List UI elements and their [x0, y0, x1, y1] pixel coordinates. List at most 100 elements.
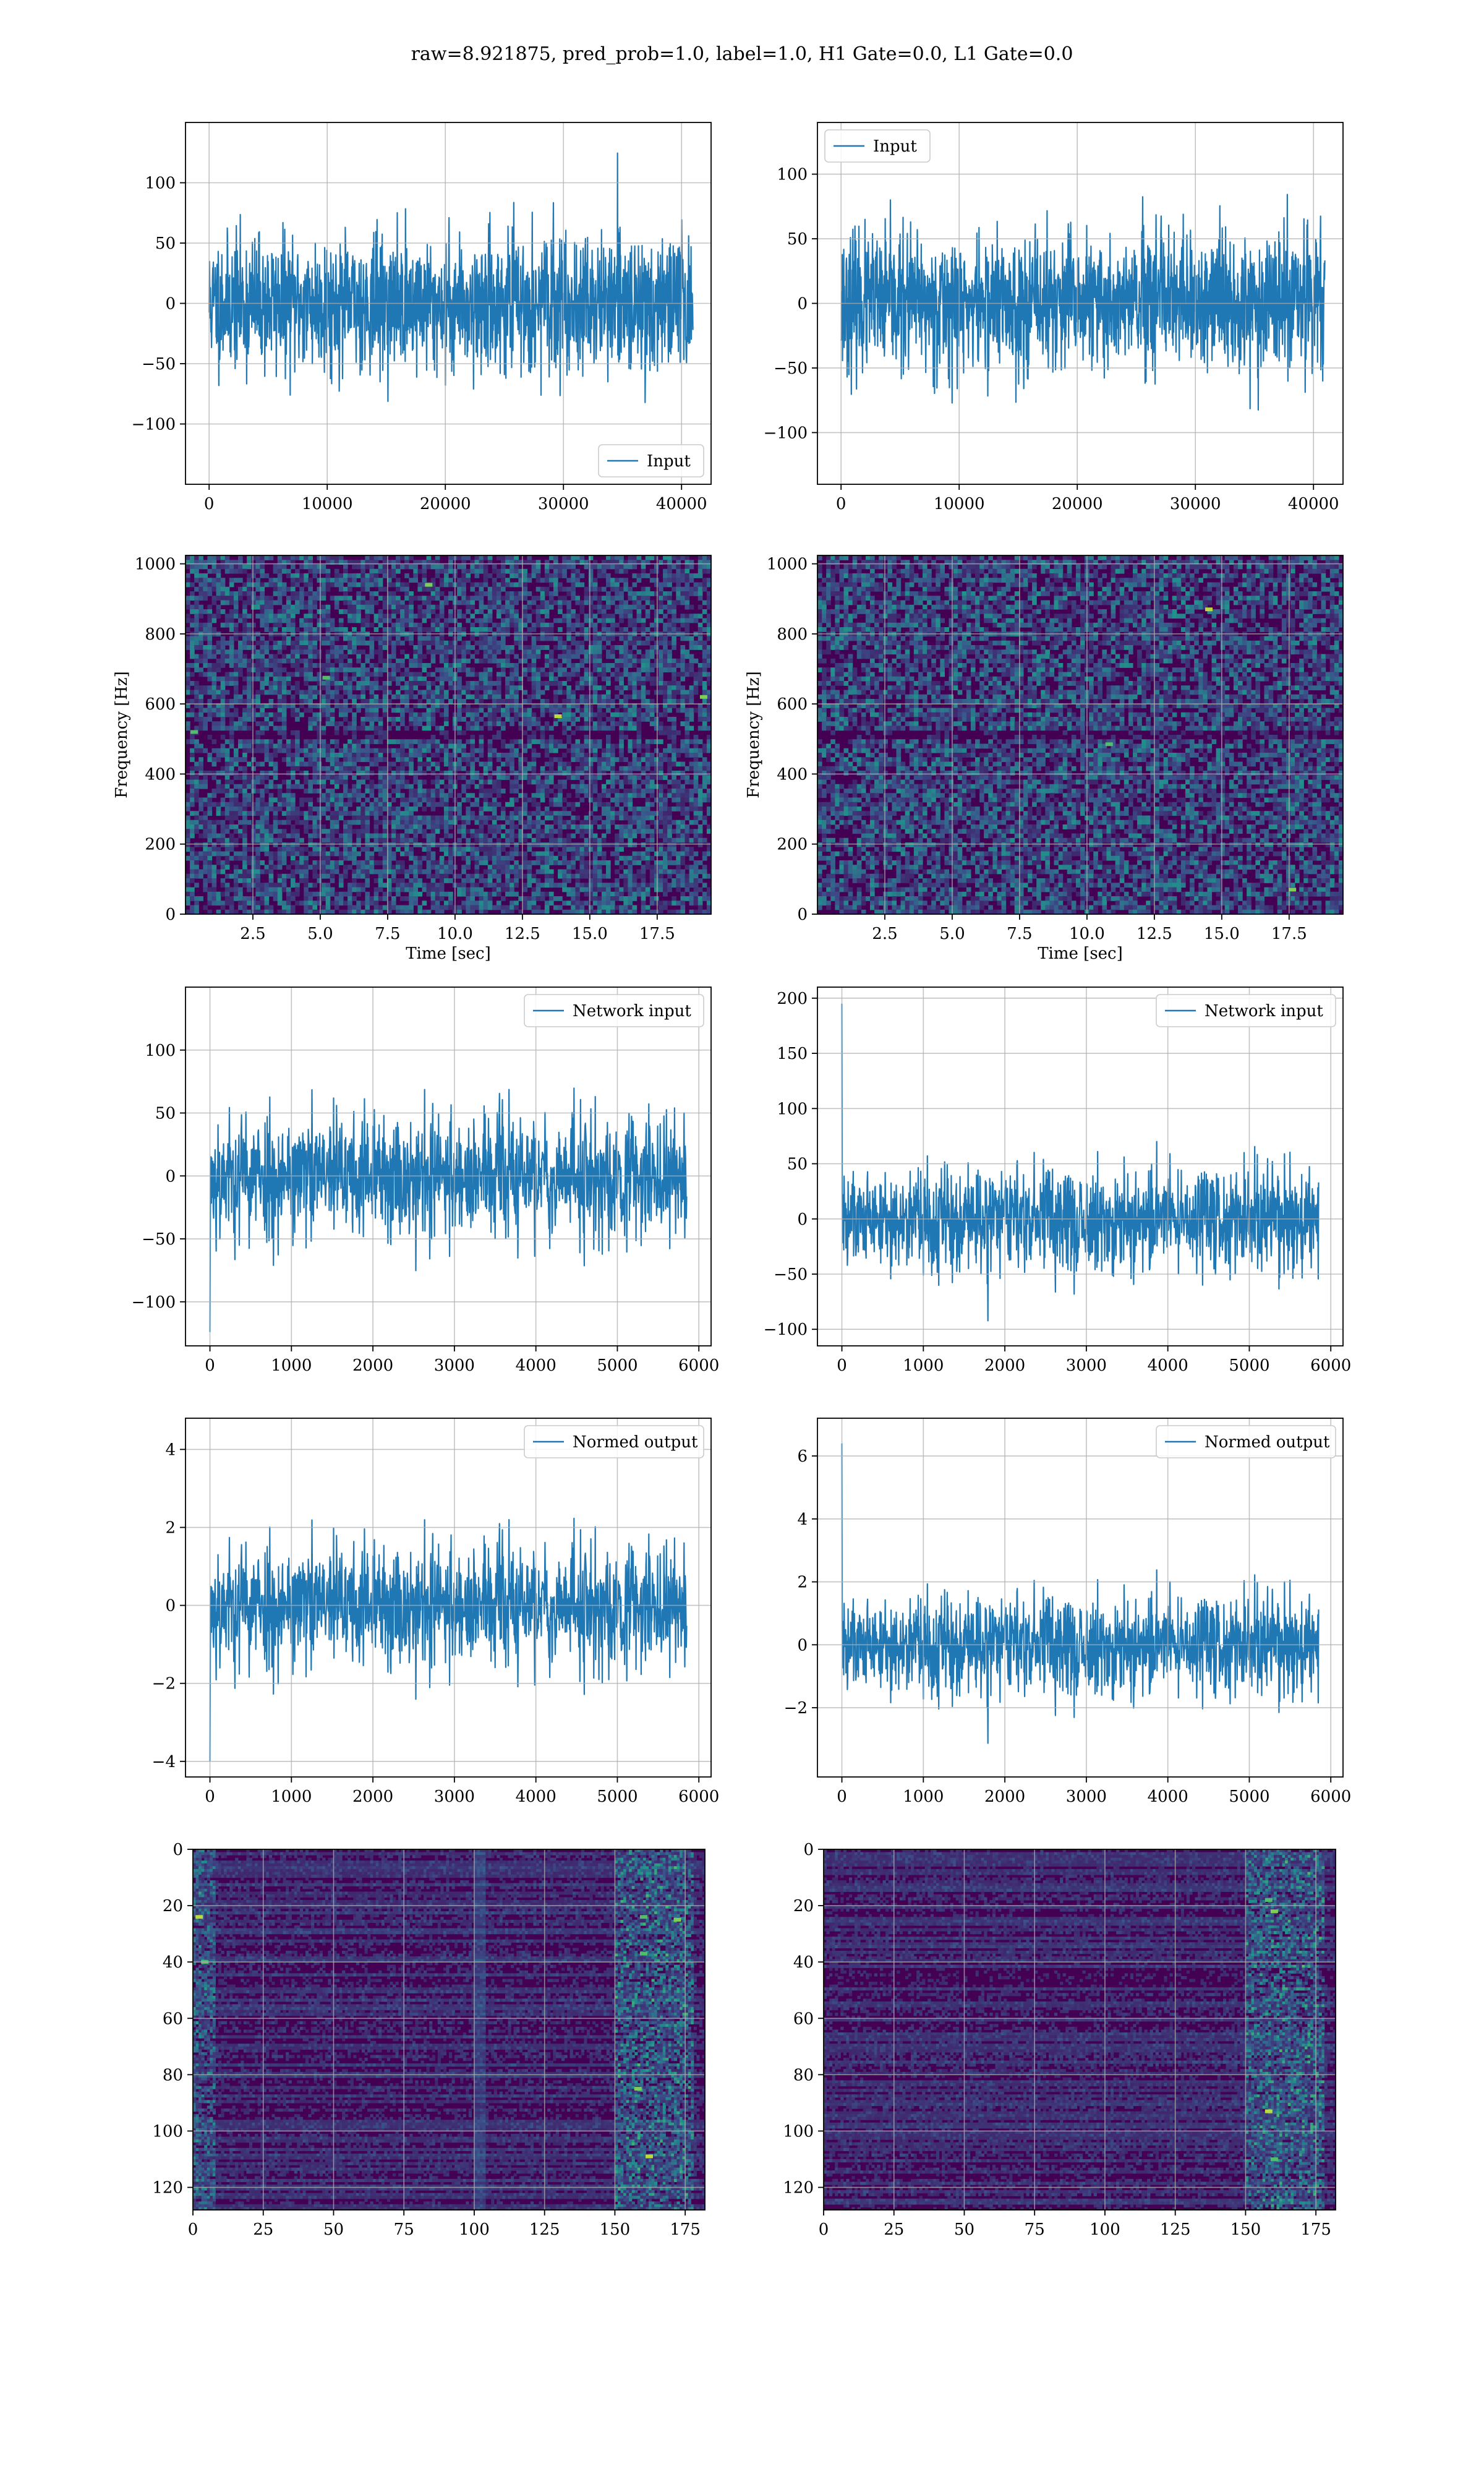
h1-spectrogram-cell — [308, 601, 313, 606]
h1-spectrogram-cell — [694, 591, 699, 596]
h1-spectrogram-cell — [637, 721, 642, 726]
h1-spectrogram-cell — [475, 569, 480, 574]
h1-spectrogram-cell — [216, 713, 221, 717]
h1-spectrogram-cell — [348, 587, 352, 592]
h1-spectrogram-cell — [522, 708, 527, 713]
h1-spectrogram-cell — [396, 667, 401, 672]
h1-spectrogram-cell — [685, 735, 690, 740]
h1-spectrogram-cell — [356, 583, 361, 588]
h1-spectrogram-cell — [383, 735, 388, 740]
h1-spectrogram-cell — [470, 627, 475, 632]
h1-spectrogram-cell — [282, 735, 287, 740]
h1-spectrogram-cell — [391, 623, 396, 628]
h1-spectrogram-cell — [212, 583, 217, 588]
h1-spectrogram-cell — [440, 609, 445, 614]
h1-spectrogram-cell — [501, 565, 506, 570]
h1-spectrogram-cell — [216, 587, 221, 592]
h1-spectrogram-cell — [273, 578, 278, 583]
h1-spectrogram-cell — [663, 569, 668, 574]
h1-spectrogram-cell — [216, 649, 221, 654]
h1-spectrogram-cell — [322, 623, 326, 628]
h1-spectrogram-cell — [602, 569, 607, 574]
h1-spectrogram-cell — [659, 601, 663, 606]
h1-spectrogram-cell — [291, 623, 296, 628]
h1-spectrogram-cell — [242, 645, 247, 650]
h1-spectrogram-cell — [571, 614, 576, 618]
h1-spectrogram-cell — [229, 618, 234, 623]
h1-spectrogram-cell — [461, 627, 466, 632]
h1-spectrogram-cell — [479, 699, 484, 704]
h1-spectrogram-cell — [212, 690, 217, 695]
h1-spectrogram-cell — [510, 663, 514, 668]
h1-spectrogram-cell — [628, 663, 633, 668]
h1-spectrogram-cell — [326, 636, 331, 641]
h1-spectrogram-cell — [584, 713, 589, 717]
h1-spectrogram-cell — [339, 654, 344, 659]
h1-spectrogram-cell — [207, 641, 212, 646]
h1-spectrogram-cell — [278, 601, 283, 606]
h1-spectrogram-cell — [580, 601, 585, 606]
h1-spectrogram-cell — [680, 677, 685, 682]
h1-spectrogram-cell — [221, 641, 226, 646]
h1-spectrogram-cell — [203, 690, 208, 695]
h1-spectrogram-cell — [575, 641, 580, 646]
h1-spectrogram-cell — [260, 726, 265, 731]
h1-spectrogram-cell — [339, 627, 344, 632]
h1-spectrogram-cell — [448, 614, 453, 618]
h1-spectrogram-cell — [417, 609, 422, 614]
h1-spectrogram-cell — [676, 730, 681, 735]
h1-spectrogram-cell — [409, 636, 414, 641]
h1-spectrogram-cell — [343, 730, 348, 735]
h1-spectrogram-cell — [269, 690, 274, 695]
h1-spectrogram-cell — [545, 659, 550, 664]
h1-spectrogram-cell — [663, 695, 668, 700]
h1-spectrogram-cell — [247, 677, 252, 682]
h1-spectrogram-cell — [466, 672, 471, 677]
h1-spectrogram-cell — [558, 641, 563, 646]
h1-spectrogram-cell — [269, 721, 274, 726]
h1-spectrogram-cell — [422, 677, 427, 682]
h1-spectrogram-cell — [510, 601, 514, 606]
h1-spectrogram-cell — [360, 667, 365, 672]
h1-spectrogram-cell — [637, 730, 642, 735]
h1-spectrogram-cell — [580, 627, 585, 632]
h1-spectrogram-cell — [383, 614, 388, 618]
h1-spectrogram-cell — [602, 618, 607, 623]
h1-spectrogram-cell — [650, 699, 655, 704]
h1-spectrogram-cell — [255, 569, 260, 574]
h1-spectrogram-cell — [633, 641, 638, 646]
h1-spectrogram-cell — [221, 609, 226, 614]
h1-spectrogram-cell — [238, 618, 243, 623]
h1-spectrogram-cell — [553, 667, 558, 672]
h1-spectrogram-cell — [335, 578, 339, 583]
h1-spectrogram-cell — [343, 645, 348, 650]
h1-spectrogram-cell — [663, 659, 668, 664]
h1-spectrogram-cell — [360, 623, 365, 628]
h1-spectrogram-cell — [273, 627, 278, 632]
h1-spectrogram-cell — [475, 573, 480, 578]
h1-spectrogram-cell — [186, 601, 190, 606]
h1-spectrogram-cell — [221, 677, 226, 682]
h1-spectrogram-cell — [370, 690, 375, 695]
h1-spectrogram-cell — [431, 659, 436, 664]
h1-spectrogram-cell — [597, 685, 602, 690]
h1-spectrogram-cell — [584, 721, 589, 726]
h1-spectrogram-cell — [391, 649, 396, 654]
h1-spectrogram-cell — [479, 627, 484, 632]
h1-spectrogram-cell — [396, 663, 401, 668]
h1-spectrogram-cell — [269, 636, 274, 641]
h1-spectrogram-cell — [602, 605, 607, 610]
h1-spectrogram-cell — [571, 654, 576, 659]
h1-spectrogram-cell — [216, 645, 221, 650]
h1-spectrogram-cell — [186, 578, 190, 583]
h1-spectrogram-cell — [400, 641, 405, 646]
h1-spectrogram-cell — [404, 695, 409, 700]
h1-spectrogram-cell — [278, 739, 283, 744]
h1-spectrogram-cell — [370, 578, 375, 583]
h1-spectrogram-cell — [278, 555, 283, 560]
h1-spectrogram-cell — [360, 726, 365, 731]
h1-spectrogram-cell — [427, 587, 432, 592]
h1-spectrogram-cell — [435, 690, 440, 695]
h1-spectrogram-cell — [409, 614, 414, 618]
h1-spectrogram-cell — [510, 699, 514, 704]
